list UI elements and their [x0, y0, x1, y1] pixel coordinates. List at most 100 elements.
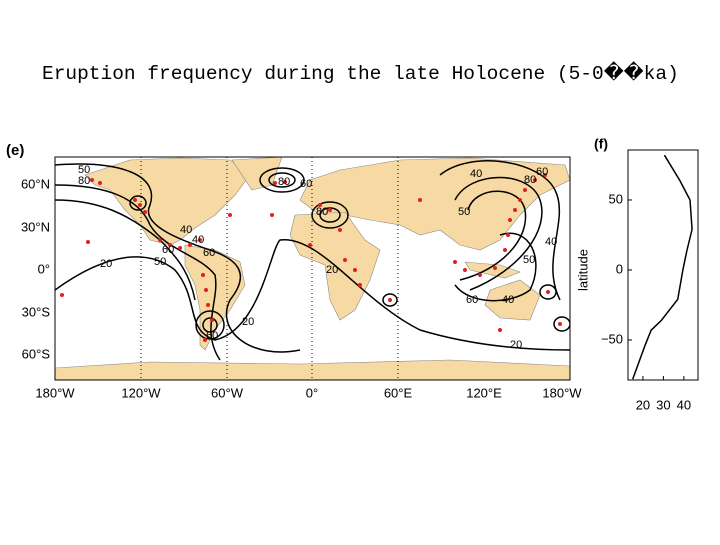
land	[84, 157, 251, 246]
lat-label: 30°S	[22, 304, 51, 319]
plot-frame	[627, 149, 699, 381]
volcano-dot	[86, 240, 90, 244]
volcano-dot	[204, 288, 208, 292]
lon-label: 60°E	[384, 385, 413, 400]
contour-label: 20	[100, 258, 112, 270]
volcano-dot	[543, 173, 547, 177]
volcano-dot	[133, 198, 137, 202]
x-tick-label: 30	[656, 397, 670, 412]
land	[299, 157, 570, 251]
volcano-dot	[201, 273, 205, 277]
contour-label: 60	[536, 166, 548, 178]
profile-line	[632, 154, 693, 380]
volcano-dot	[60, 293, 64, 297]
slide-title: Eruption frequency during the late Holoc…	[42, 60, 679, 85]
land	[484, 279, 541, 321]
y-tick-label: −50	[601, 331, 623, 346]
lon-label: 120°W	[121, 385, 161, 400]
volcano-dot	[138, 203, 142, 207]
y-tick-label: 50	[609, 191, 623, 206]
volcano-dot	[338, 228, 342, 232]
lon-label: 60°W	[211, 385, 244, 400]
contour-label: 20	[326, 264, 338, 276]
contour-label: 80	[78, 175, 90, 187]
lat-label: 60°S	[22, 346, 51, 361]
contour-label: 40	[502, 294, 514, 306]
volcano-dot	[206, 303, 210, 307]
map-frame	[54, 156, 571, 381]
volcano-dot	[210, 318, 214, 322]
contour-label: 40	[192, 234, 204, 246]
contour-label: 60	[162, 244, 174, 256]
volcano-dot	[318, 203, 322, 207]
volcano-dot	[513, 208, 517, 212]
y-axis-label: latitude	[575, 249, 590, 291]
contour-label: 60	[300, 178, 312, 190]
volcano-dot	[533, 178, 537, 182]
volcano-dot	[178, 246, 182, 250]
contour-label: 50	[78, 164, 90, 176]
volcano-dot	[523, 188, 527, 192]
panel-label: (e)	[6, 142, 24, 159]
volcano-dot	[418, 198, 422, 202]
volcano-dot	[273, 181, 277, 185]
volcano-dot	[388, 298, 392, 302]
contour-label: 60	[206, 330, 218, 342]
volcano-dot	[506, 233, 510, 237]
volcano-dot	[503, 248, 507, 252]
profile-chart: 50 0 −50 20 30 40	[601, 149, 699, 412]
x-tick-label: 40	[677, 397, 691, 412]
contour-label: 50	[154, 256, 166, 268]
lat-label: 60°N	[21, 176, 50, 191]
lon-label: 0°	[306, 385, 318, 400]
volcano-dot	[463, 268, 467, 272]
map: 50 80 80 60 40 60 50 20 40 60 20 40 80 6…	[21, 156, 582, 400]
contour-label: 50	[523, 254, 535, 266]
contour-label: 40	[470, 168, 482, 180]
volcano-dot	[203, 338, 207, 342]
volcano-dot	[518, 198, 522, 202]
lat-label: 30°N	[21, 219, 50, 234]
contour-label: 60	[466, 294, 478, 306]
contours	[55, 160, 570, 361]
contour-label: 80	[524, 174, 536, 186]
volcano-dot	[328, 208, 332, 212]
volcano-dot	[558, 322, 562, 326]
volcano-dot	[498, 328, 502, 332]
volcano-dot	[228, 213, 232, 217]
volcano-dot	[358, 283, 362, 287]
volcano-dot	[143, 210, 147, 214]
volcano-dot	[270, 213, 274, 217]
lon-label: 180°W	[542, 385, 582, 400]
volcano-dot	[493, 266, 497, 270]
volcano-dot	[546, 290, 550, 294]
lon-label: 180°W	[35, 385, 75, 400]
contour-label: 60	[203, 247, 215, 259]
volcano-dot	[508, 218, 512, 222]
contour-label: 40	[180, 224, 192, 236]
volcano-dot	[343, 258, 347, 262]
contour-label: 80	[278, 176, 290, 188]
volcano-dot	[353, 268, 357, 272]
contour-label: 40	[545, 236, 557, 248]
contour-labels: 50 80 80 60 40 60 50 20 40 60 20 40 80 6…	[78, 164, 557, 351]
volcano-dot	[158, 238, 162, 242]
volcano-dot	[308, 243, 312, 247]
volcano-dot	[98, 181, 102, 185]
volcano-dot	[453, 260, 457, 264]
y-tick-label: 0	[616, 261, 623, 276]
volcano-dot	[283, 180, 287, 184]
x-tick-label: 20	[636, 397, 650, 412]
volcano-dots	[60, 173, 562, 342]
volcano-dot	[198, 238, 202, 242]
contour-label: 80	[316, 206, 328, 218]
contour-label: 20	[242, 316, 254, 328]
contour-label: 20	[510, 339, 522, 351]
volcano-dot	[478, 273, 482, 277]
contour-label: 50	[458, 206, 470, 218]
panel-label: (f)	[594, 136, 608, 152]
volcano-dot	[90, 178, 94, 182]
volcano-dot	[168, 243, 172, 247]
lon-label: 120°E	[466, 385, 502, 400]
